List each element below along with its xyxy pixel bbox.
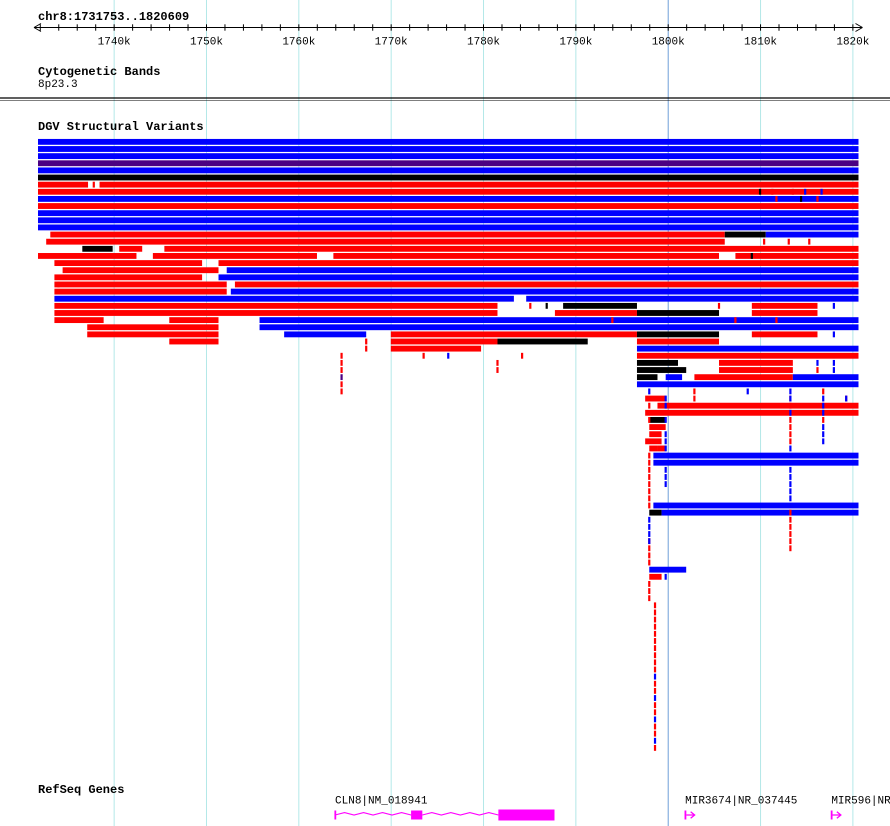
svg-text:1740k: 1740k [98,37,131,49]
svg-text:RefSeq Genes: RefSeq Genes [38,783,124,797]
svg-text:1770k: 1770k [375,37,408,49]
svg-text:1820k: 1820k [836,37,869,49]
svg-text:1790k: 1790k [559,37,592,49]
svg-text:1750k: 1750k [190,37,223,49]
svg-text:1800k: 1800k [652,37,685,49]
svg-text:MIR3674|NR_037445: MIR3674|NR_037445 [685,796,797,808]
svg-text:8p23.3: 8p23.3 [38,79,78,91]
svg-text:1780k: 1780k [467,37,500,49]
svg-text:chr8:1731753..1820609: chr8:1731753..1820609 [38,10,189,24]
svg-text:CLN8|NM_018941: CLN8|NM_018941 [335,796,428,808]
svg-text:1760k: 1760k [282,37,315,49]
svg-text:Cytogenetic Bands: Cytogenetic Bands [38,65,160,79]
svg-text:DGV Structural Variants: DGV Structural Variants [38,120,204,134]
svg-text:1810k: 1810k [744,37,777,49]
svg-text:MIR596|NR_: MIR596|NR_ [831,796,890,808]
